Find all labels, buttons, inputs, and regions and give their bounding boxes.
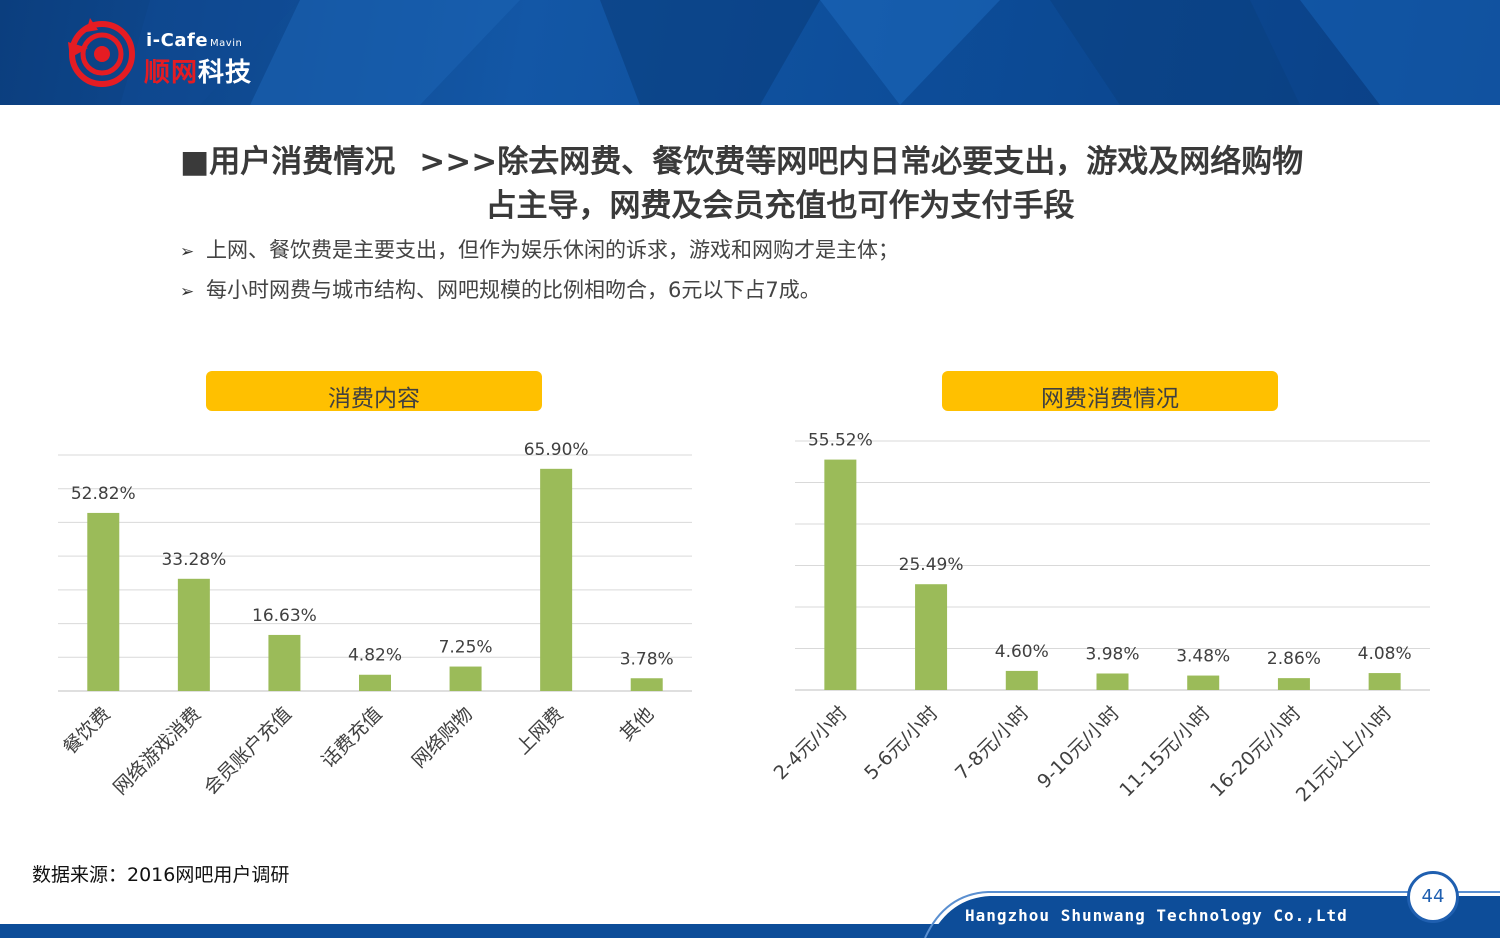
bullet-item: ➢ 每小时网费与城市结构、网吧规模的比例相吻合，6元以下占7成。 [180,273,899,313]
data-label: 33.28% [161,550,226,570]
data-label: 7.25% [439,638,493,658]
arrow-bullet-icon: ➢ [180,282,195,302]
title-prefix: ■用户消费情况 [180,144,396,180]
bullet-list: ➢ 上网、餐饮费是主要支出，但作为娱乐休闲的诉求，游戏和网购才是主体； ➢ 每小时网… [180,233,899,313]
bar [359,674,391,691]
x-tick-label: 上网费 [512,703,568,759]
data-label: 4.60% [995,642,1049,662]
bullet-item: ➢ 上网、餐饮费是主要支出，但作为娱乐休闲的诉求，游戏和网购才是主体； [180,233,899,273]
logo-chinese: 顺网科技 [144,58,253,88]
title-line2: 占主导，网费及会员充值也可作为支付手段 [485,188,1075,224]
bar [824,459,857,690]
bar [630,678,663,691]
data-label: 4.82% [348,646,402,666]
bar [540,468,573,691]
x-tick-label: 7-8元/小时 [951,702,1033,784]
bar [87,512,120,691]
data-label: 3.78% [620,649,674,669]
arrow-bullet-icon: ➢ [180,242,195,262]
chart1-title-pill: 消费内容 [206,371,542,411]
bar [1005,670,1038,690]
x-tick-label: 会员账户充值 [200,703,296,799]
logo-target-icon [68,18,135,87]
data-source: 数据来源：2016网吧用户调研 [32,864,290,886]
bar [1368,673,1401,690]
page-number: 44 [1407,871,1459,923]
data-label: 3.98% [1085,644,1139,664]
chart2-title-pill: 网费消费情况 [942,371,1278,411]
data-label: 52.82% [71,484,136,504]
x-tick-label: 11-15元/小时 [1115,702,1214,801]
x-tick-label: 其他 [616,703,658,745]
x-tick-label: 2-4元/小时 [770,702,852,784]
footer-bar [0,891,1500,938]
title-line1: >>>除去网费、餐饮费等网吧内日常必要支出，游戏及网络购物 [419,144,1304,180]
x-tick-label: 5-6元/小时 [860,702,942,784]
bar [449,666,482,691]
data-label: 3.48% [1176,647,1230,667]
logo-english: i-Cafe Mavin [146,30,243,51]
x-tick-label: 餐饮费 [59,703,115,759]
data-label: 55.52% [808,431,873,451]
data-label: 65.90% [524,440,589,460]
x-tick-label: 16-20元/小时 [1206,702,1305,801]
company-logo[interactable]: i-Cafe Mavin 顺网科技 [60,12,300,92]
x-tick-label: 话费充值 [317,703,386,772]
slide-title: ■用户消费情况 >>>除去网费、餐饮费等网吧内日常必要支出，游戏及网络购物 占主导… [180,140,1360,228]
data-label: 4.08% [1358,644,1412,664]
data-label: 16.63% [252,606,317,626]
x-tick-label: 21元以上/小时 [1292,702,1396,806]
bar [268,634,301,691]
x-tick-label: 网络游戏消费 [109,703,205,799]
bar [915,584,948,690]
bar [177,578,210,691]
data-label: 2.86% [1267,649,1321,669]
header-pattern [120,0,1500,105]
header-banner: i-Cafe Mavin 顺网科技 [0,0,1500,105]
x-tick-label: 9-10元/小时 [1033,702,1124,793]
bar [1277,678,1310,690]
x-tick-label: 网络购物 [408,703,477,772]
data-label: 25.49% [899,555,964,575]
bar [1187,675,1220,690]
bar [1096,673,1129,690]
footer-company: Hangzhou Shunwang Technology Co.,Ltd [965,906,1348,925]
